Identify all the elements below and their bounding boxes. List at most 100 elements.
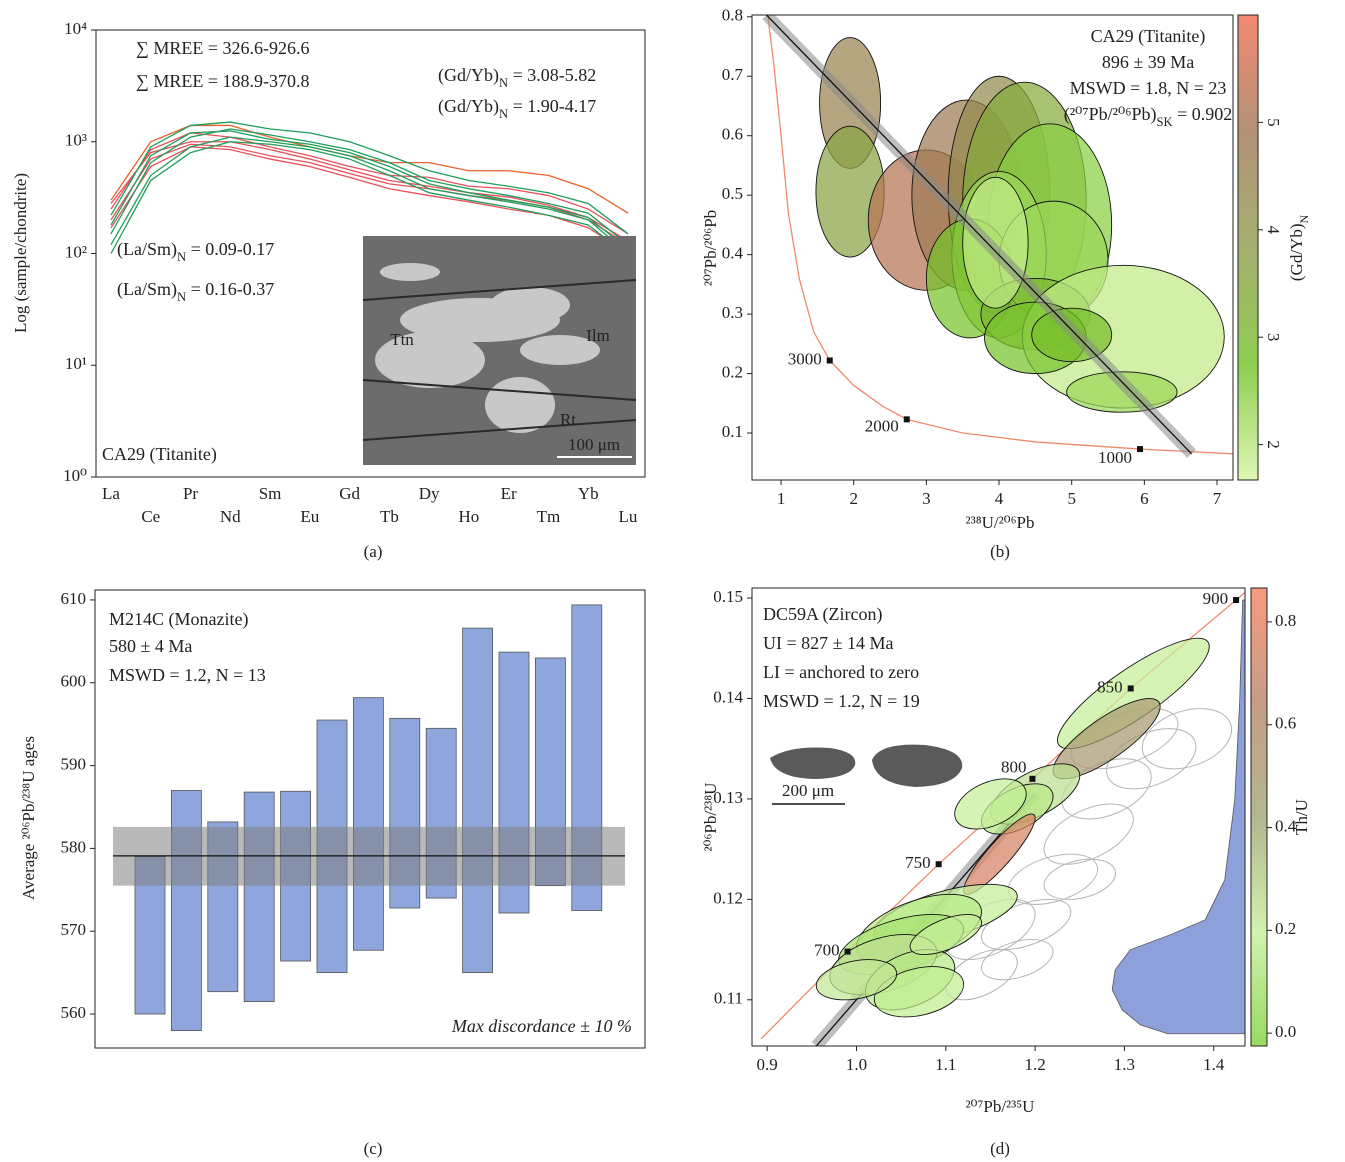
- plot-frame: [751, 14, 1234, 481]
- ellipse: [873, 966, 965, 1018]
- colorbar-tick-label: 0.6: [1275, 714, 1296, 733]
- inset-grain: [485, 377, 555, 433]
- annotation: M214C (Monazite): [109, 609, 248, 630]
- ree-line: [110, 136, 629, 254]
- y-tick-label: 0.1: [722, 422, 743, 441]
- colorbar-tick-label: 3: [1264, 333, 1283, 342]
- age-marker: [826, 357, 833, 364]
- annotation: (La/Sm)N = 0.16-0.37: [117, 279, 274, 304]
- y-tick-label: 0.5: [722, 184, 743, 203]
- y-tick-label: 0.12: [713, 888, 743, 907]
- x-tick-label: 3: [922, 489, 931, 508]
- text-part: M214C (Monazite): [109, 609, 248, 630]
- inset-grain: [490, 287, 570, 323]
- ree-line: [110, 130, 629, 250]
- text-part: CA29 (Titanite): [102, 444, 217, 465]
- annotation: 580 ± 4 Ma: [109, 636, 192, 656]
- panel-label: (a): [364, 542, 383, 561]
- annotation: Max discordance ± 10 %: [451, 1016, 632, 1036]
- y-tick-label: 10⁴: [64, 19, 87, 38]
- text-part: SK: [1157, 115, 1173, 129]
- x-tick-label: Eu: [300, 507, 319, 526]
- x-tick-label: Tm: [537, 507, 561, 526]
- x-tick-label: Pr: [183, 484, 198, 503]
- text-part: CA29 (Titanite): [1091, 26, 1206, 47]
- inset-grain: [770, 747, 856, 779]
- y-tick-label: 580: [61, 837, 87, 856]
- annotation: LI = anchored to zero: [763, 662, 919, 682]
- annotation: (La/Sm)N = 0.09-0.17: [117, 239, 274, 264]
- inset-label: Rt: [560, 410, 576, 429]
- regression-line: [766, 15, 1193, 455]
- annotation: MSWD = 1.2, N = 19: [763, 691, 920, 711]
- x-tick-label: La: [102, 484, 120, 503]
- x-tick-label: 1.1: [935, 1055, 956, 1074]
- age-marker: [935, 861, 942, 868]
- excluded-ellipse: [1141, 708, 1233, 770]
- text-part: MSWD = 1.2, N = 19: [763, 691, 920, 711]
- x-tick-label: Ce: [141, 507, 160, 526]
- y-tick-label: 0.11: [714, 989, 743, 1008]
- inset-grain: [520, 335, 600, 365]
- annotation: MSWD = 1.8, N = 23: [1070, 78, 1227, 98]
- annotation: MSWD = 1.2, N = 13: [109, 665, 266, 685]
- ree-line: [110, 128, 629, 246]
- age-label: 1000: [1098, 448, 1132, 467]
- colorbar-tick-label: 0.8: [1275, 611, 1296, 630]
- colorbar-label: Th/U: [1292, 799, 1311, 835]
- excluded-ellipse: [981, 898, 1072, 951]
- text-part: = 0.902: [1173, 104, 1233, 124]
- text-part: ∑ MREE = 326.6-926.6: [136, 38, 309, 58]
- density: [1111, 599, 1245, 1035]
- colorbar-tick-label: 0.4: [1275, 816, 1297, 835]
- y-tick-label: 10¹: [65, 354, 87, 373]
- text-part: = 3.08-5.82: [508, 65, 596, 85]
- colorbar-tick-label: 0.0: [1275, 1022, 1296, 1041]
- x-tick-label: 4: [995, 489, 1004, 508]
- ree-line: [110, 141, 629, 257]
- age-marker: [1029, 775, 1036, 782]
- y-tick-label: 0.8: [722, 6, 743, 25]
- inset-grain: [872, 744, 963, 787]
- annotation: DC59A (Zircon): [763, 604, 882, 625]
- y-tick-label: 600: [61, 672, 87, 691]
- text-part: 580 ± 4 Ma: [109, 636, 192, 656]
- text-part: MSWD = 1.2, N = 13: [109, 665, 266, 685]
- x-tick-label: Er: [501, 484, 517, 503]
- text-part: (Gd/Yb): [438, 65, 499, 86]
- annotation: ∑ MREE = 326.6-926.6: [136, 38, 309, 58]
- text-part: ∑ MREE = 188.9-370.8: [136, 71, 309, 91]
- colorbar: [1250, 587, 1268, 1047]
- plot-frame: [94, 589, 646, 1049]
- y-tick-label: 0.6: [722, 125, 743, 144]
- age-label: 800: [1001, 758, 1027, 777]
- annotation: 896 ± 39 Ma: [1102, 52, 1194, 72]
- annotation: UI = 827 ± 14 Ma: [763, 633, 894, 653]
- y-tick-label: 0.2: [722, 362, 743, 381]
- x-tick-label: 5: [1067, 489, 1076, 508]
- x-axis-label: ²³⁸U/²⁰⁶Pb: [966, 513, 1035, 532]
- x-tick-label: Ho: [459, 507, 480, 526]
- y-tick-label: 570: [61, 920, 87, 939]
- text-part: N: [177, 250, 186, 264]
- y-tick-label: 10²: [65, 242, 87, 261]
- ellipse: [954, 778, 1027, 830]
- plot-frame: [751, 587, 1246, 1047]
- age-label: 3000: [788, 349, 822, 368]
- colorbar-tick-label: 4: [1264, 226, 1283, 235]
- age-bar: [352, 697, 384, 951]
- y-tick-label: 0.7: [722, 65, 744, 84]
- y-axis-label: ²⁰⁷Pb/²⁰⁶Pb: [701, 210, 720, 286]
- age-bar: [462, 627, 494, 974]
- text-part: = 1.90-4.17: [508, 96, 596, 116]
- annotation: (Gd/Yb)N = 3.08-5.82: [438, 65, 596, 90]
- panel-label: (b): [990, 542, 1010, 561]
- excluded-ellipse: [981, 939, 1054, 981]
- x-tick-label: 2: [849, 489, 858, 508]
- x-tick-label: Dy: [419, 484, 440, 503]
- inset-grain: [375, 332, 485, 388]
- ellipse: [909, 913, 982, 956]
- y-axis-label: Log (sample/chondrite): [11, 173, 30, 333]
- text-part: N: [177, 290, 186, 304]
